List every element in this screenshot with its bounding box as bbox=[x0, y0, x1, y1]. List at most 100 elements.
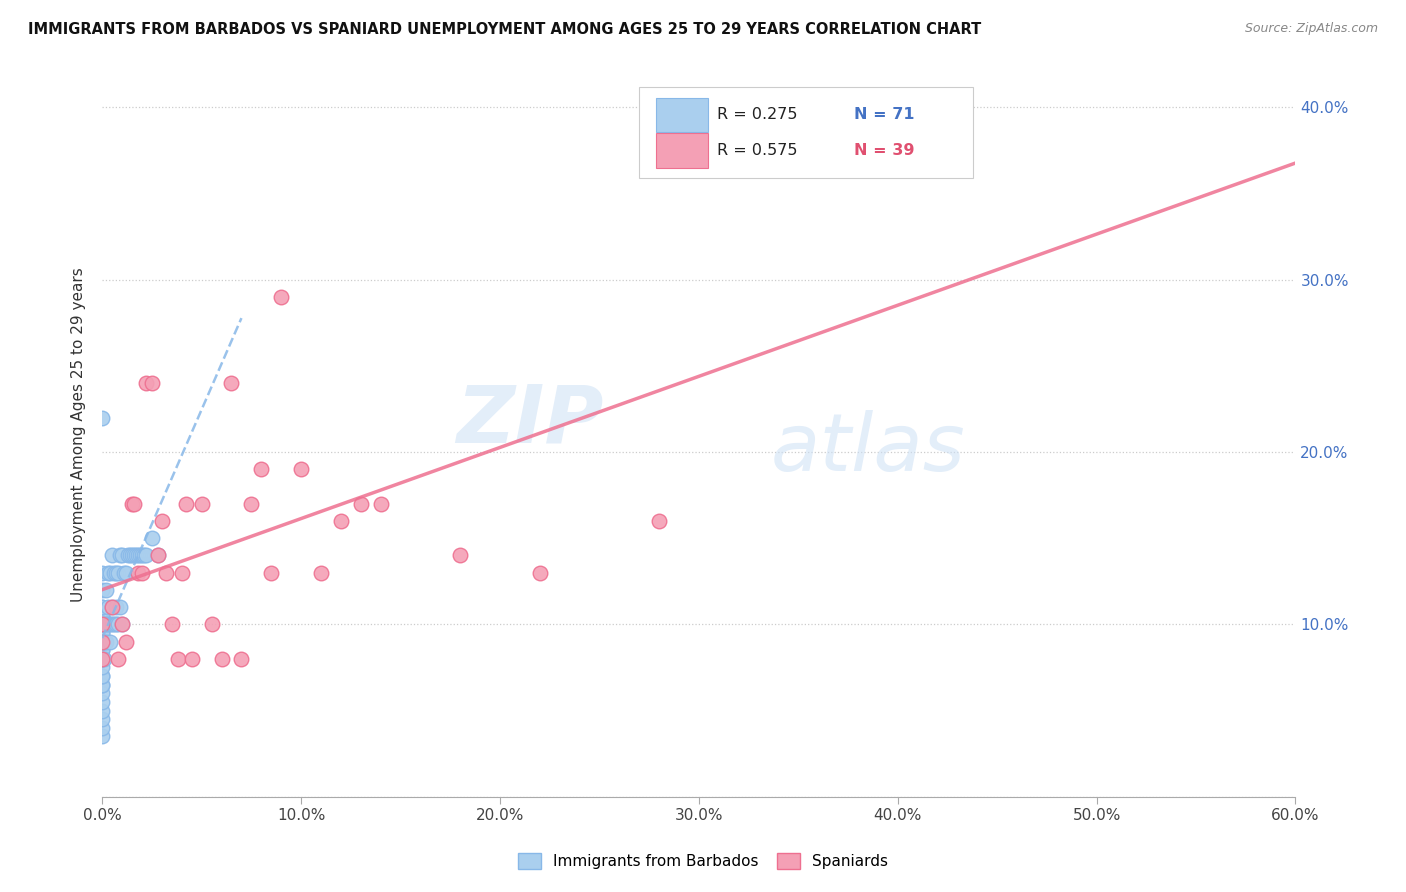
Point bbox=[91, 660, 114, 674]
Point bbox=[111, 549, 134, 563]
Point bbox=[91, 678, 114, 692]
Point bbox=[91, 600, 114, 615]
Point bbox=[91, 582, 114, 597]
Point bbox=[98, 617, 121, 632]
Legend: Immigrants from Barbados, Spaniards: Immigrants from Barbados, Spaniards bbox=[512, 847, 894, 875]
Point bbox=[91, 634, 114, 648]
Point bbox=[150, 514, 173, 528]
Point bbox=[117, 549, 139, 563]
Point bbox=[211, 652, 233, 666]
Point bbox=[370, 497, 392, 511]
Point bbox=[290, 462, 312, 476]
Point bbox=[91, 652, 114, 666]
Point bbox=[108, 600, 131, 615]
Point bbox=[180, 652, 202, 666]
Point bbox=[166, 652, 188, 666]
Point bbox=[91, 617, 114, 632]
Point bbox=[160, 617, 183, 632]
Point bbox=[91, 643, 114, 657]
Point bbox=[91, 695, 114, 709]
Point bbox=[449, 549, 471, 563]
Point bbox=[190, 497, 212, 511]
Point bbox=[250, 462, 273, 476]
Point bbox=[98, 566, 121, 580]
Text: atlas: atlas bbox=[770, 410, 965, 488]
Point bbox=[115, 566, 138, 580]
Point bbox=[309, 566, 332, 580]
Text: N = 71: N = 71 bbox=[853, 107, 914, 122]
Point bbox=[101, 600, 124, 615]
Point bbox=[118, 549, 141, 563]
Point bbox=[101, 617, 124, 632]
Point bbox=[97, 617, 120, 632]
Point bbox=[91, 652, 114, 666]
Point bbox=[107, 566, 129, 580]
Point bbox=[111, 617, 134, 632]
Point bbox=[91, 730, 114, 744]
Point bbox=[135, 376, 157, 391]
Text: R = 0.575: R = 0.575 bbox=[717, 143, 797, 158]
Point bbox=[105, 600, 128, 615]
Point bbox=[96, 582, 118, 597]
Point bbox=[91, 626, 114, 640]
Point bbox=[91, 617, 114, 632]
Point bbox=[96, 617, 118, 632]
Point bbox=[91, 608, 114, 623]
Point bbox=[127, 549, 149, 563]
Point bbox=[91, 617, 114, 632]
Point bbox=[91, 686, 114, 700]
Point bbox=[91, 410, 114, 425]
Point bbox=[350, 497, 373, 511]
Point bbox=[107, 617, 129, 632]
Point bbox=[93, 652, 115, 666]
Point bbox=[93, 617, 115, 632]
Point bbox=[122, 497, 145, 511]
Point bbox=[93, 634, 115, 648]
Point bbox=[98, 634, 121, 648]
Point bbox=[122, 549, 145, 563]
Text: R = 0.275: R = 0.275 bbox=[717, 107, 797, 122]
Point bbox=[91, 678, 114, 692]
Point bbox=[155, 566, 177, 580]
Point bbox=[200, 617, 222, 632]
Point bbox=[112, 566, 135, 580]
Point bbox=[91, 600, 114, 615]
FancyBboxPatch shape bbox=[655, 97, 709, 132]
Point bbox=[91, 721, 114, 735]
Point bbox=[91, 608, 114, 623]
Point bbox=[91, 669, 114, 683]
Point bbox=[101, 600, 124, 615]
Point bbox=[121, 497, 143, 511]
Point bbox=[91, 634, 114, 648]
Point bbox=[91, 712, 114, 726]
Point bbox=[329, 514, 352, 528]
Point bbox=[108, 549, 131, 563]
Point bbox=[91, 643, 114, 657]
Point bbox=[129, 549, 152, 563]
Point bbox=[91, 617, 114, 632]
FancyBboxPatch shape bbox=[655, 133, 709, 168]
Point bbox=[141, 376, 163, 391]
Point bbox=[91, 634, 114, 648]
Point bbox=[97, 566, 120, 580]
Point bbox=[115, 634, 138, 648]
Point bbox=[103, 617, 125, 632]
Point bbox=[170, 566, 193, 580]
Text: ZIP: ZIP bbox=[456, 382, 603, 459]
Point bbox=[121, 549, 143, 563]
Point bbox=[146, 549, 169, 563]
Point bbox=[91, 617, 114, 632]
Point bbox=[105, 617, 128, 632]
Point bbox=[91, 704, 114, 718]
Point bbox=[107, 652, 129, 666]
Text: N = 39: N = 39 bbox=[853, 143, 914, 158]
Point bbox=[529, 566, 551, 580]
Point bbox=[131, 566, 153, 580]
Point bbox=[111, 617, 134, 632]
Y-axis label: Unemployment Among Ages 25 to 29 years: Unemployment Among Ages 25 to 29 years bbox=[72, 268, 86, 602]
Point bbox=[231, 652, 253, 666]
Point bbox=[125, 549, 148, 563]
Point bbox=[91, 566, 114, 580]
Point bbox=[91, 652, 114, 666]
Point bbox=[240, 497, 263, 511]
